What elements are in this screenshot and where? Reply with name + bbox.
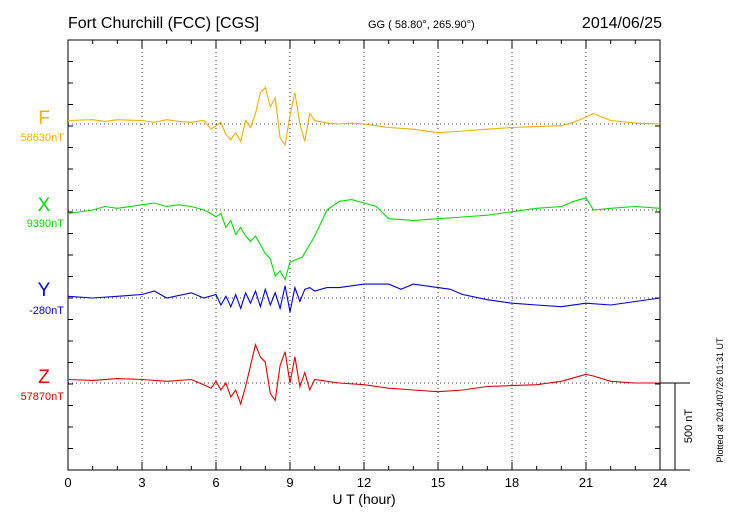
x-axis: 0 3 6 9 12 15 18 21 24 [64, 40, 667, 490]
grid [68, 40, 660, 470]
x-tick-label: 24 [653, 475, 667, 490]
x-tick-label: 15 [431, 475, 445, 490]
x-tick-label: 0 [64, 475, 71, 490]
series-f-baseline: 58630nT [21, 132, 65, 144]
series-f-label: F [38, 108, 50, 129]
date-label: 2014/06/25 [582, 15, 662, 32]
scale-label: 500 nT [683, 409, 695, 444]
series-x-line [67, 197, 661, 282]
plotted-at-note: Plotted at 2014/07/26 01:31 UT [715, 337, 725, 463]
series-group [67, 86, 661, 406]
x-tick-label: 3 [138, 475, 145, 490]
series-x-label: X [38, 195, 51, 216]
series-z-baseline: 57870nT [21, 391, 65, 403]
station-title: Fort Churchill (FCC) [CGS] [68, 15, 259, 32]
series-f-line [67, 86, 661, 147]
scale-bar: 500 nT [660, 382, 695, 471]
series-y-line [67, 283, 661, 313]
x-tick-label: 18 [505, 475, 519, 490]
x-tick-label: 21 [579, 475, 593, 490]
series-y-label: Y [38, 280, 51, 301]
component-labels: F 58630nT X 9390nT Y -280nT Z 57870nT [21, 108, 65, 403]
coordinates-label: GG ( 58.80°, 265.90°) [368, 19, 475, 31]
series-x-baseline: 9390nT [27, 218, 65, 230]
x-axis-title: U T (hour) [332, 491, 395, 507]
x-tick-label: 9 [286, 475, 293, 490]
x-tick-label: 6 [212, 475, 219, 490]
series-z-label: Z [38, 367, 50, 388]
series-z-line [67, 342, 660, 406]
x-tick-label: 12 [357, 475, 371, 490]
series-y-baseline: -280nT [29, 305, 64, 317]
